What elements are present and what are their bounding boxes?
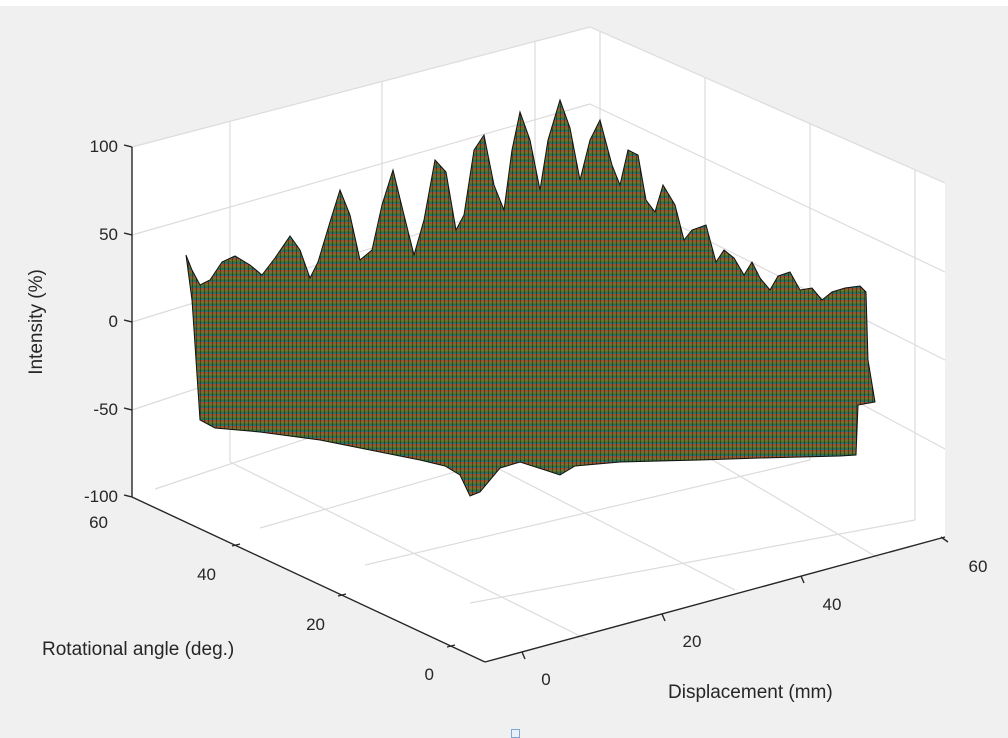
y-tick-label: 20 (306, 615, 325, 634)
z-tick-label: 0 (109, 312, 118, 331)
y-axis-label: Rotational angle (deg.) (42, 639, 234, 660)
x-axis-label: Displacement (mm) (668, 682, 833, 703)
y-axis-line (131, 496, 486, 663)
y-tick-label: 0 (425, 665, 434, 684)
y-tick-labels: 60 40 20 0 (89, 513, 434, 684)
x-tick-labels: 0 20 40 60 (541, 557, 987, 689)
z-tick-label: 50 (99, 225, 118, 244)
z-tick-labels: 100 50 0 -50 -100 (84, 137, 118, 506)
x-tick-label: 20 (683, 632, 702, 651)
floor-pane (132, 335, 945, 662)
page-top-band (0, 0, 1008, 6)
x-tick-label: 0 (541, 670, 550, 689)
x-axis-line (484, 536, 946, 663)
x-tick-label: 40 (823, 595, 842, 614)
z-axis-label: Intensity (%) (26, 269, 47, 375)
y-tick-label: 40 (197, 565, 216, 584)
x-tick-label: 60 (969, 557, 988, 576)
axis-lines (123, 144, 949, 663)
z-tick-label: -50 (93, 400, 118, 419)
surface-mesh (185, 98, 876, 497)
y-tick-label: 60 (89, 513, 108, 532)
z-tick-label: 100 (90, 137, 118, 156)
z-tick-label: -100 (84, 487, 118, 506)
